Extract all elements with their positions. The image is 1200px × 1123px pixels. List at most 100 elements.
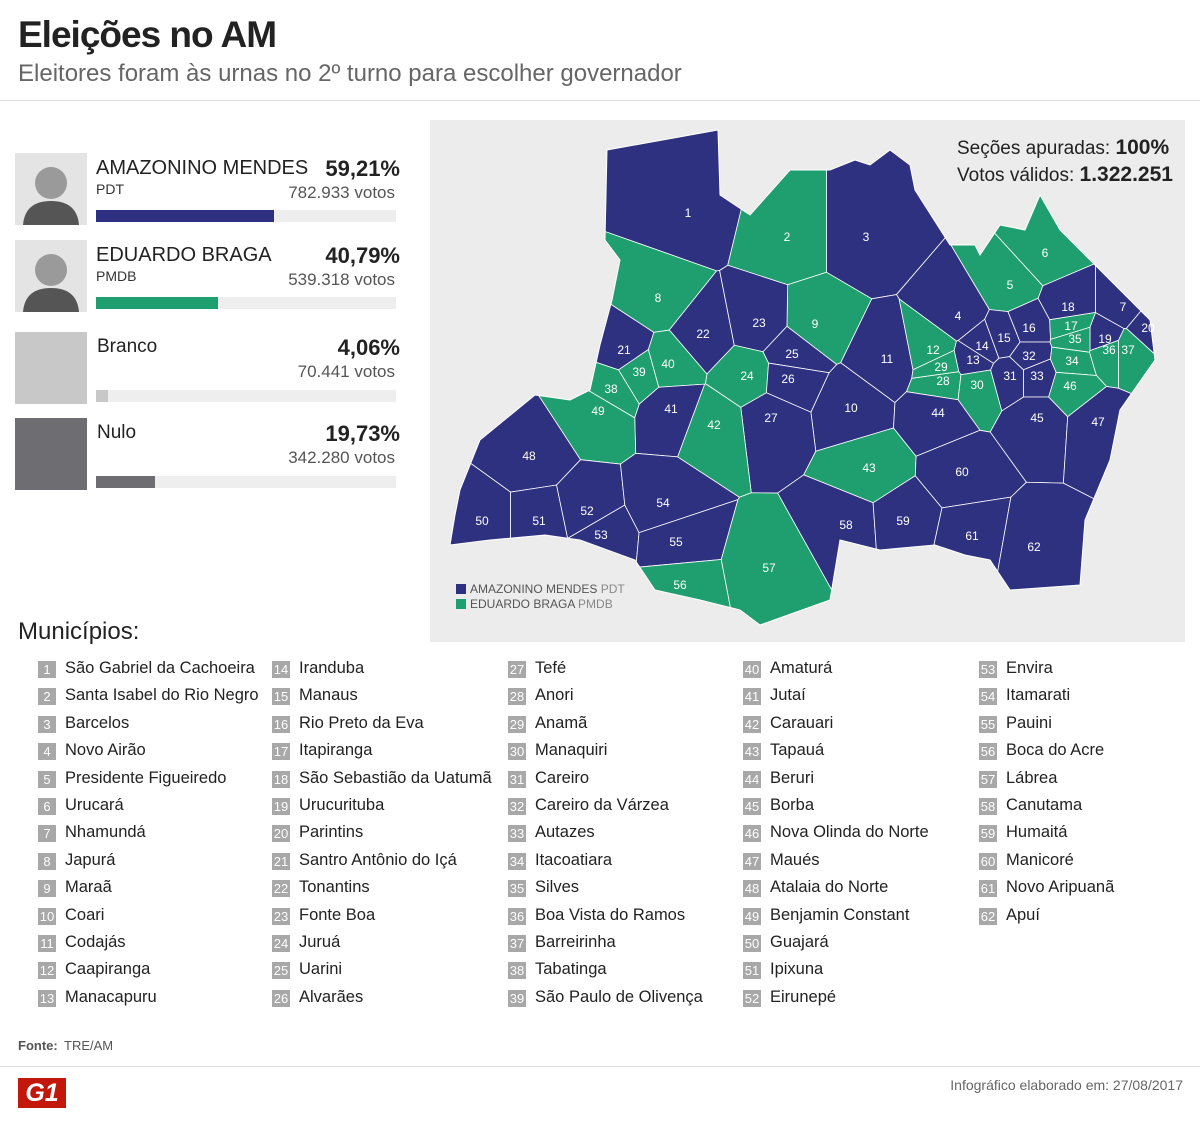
municipality-name: São Paulo de Olivença [535, 987, 703, 1006]
number-badge: 25 [272, 962, 290, 980]
number-badge: 59 [979, 825, 997, 843]
map-label: 42 [707, 418, 721, 432]
map-label: 11 [881, 352, 894, 366]
bar [96, 390, 109, 402]
legend-name: AMAZONINO MENDES [470, 582, 597, 596]
photo-silhouette [23, 167, 79, 225]
municipality-area [984, 481, 1155, 625]
number-badge: 9 [38, 880, 56, 898]
municipality-name: Novo Airão [65, 741, 146, 760]
legend-party: PMDB [578, 597, 613, 611]
number-badge: 23 [272, 907, 290, 925]
map-label: 60 [955, 465, 969, 479]
map-label: 62 [1027, 540, 1041, 554]
map-label: 45 [1030, 411, 1044, 425]
number-badge: 46 [743, 825, 761, 843]
map-label: 9 [812, 317, 819, 331]
vote-swatch [15, 418, 87, 490]
municipality-name: Humaitá [1006, 823, 1068, 842]
map-label: 55 [669, 535, 683, 549]
number-badge: 49 [743, 907, 761, 925]
photo-silhouette [23, 254, 79, 312]
number-badge: 41 [743, 688, 761, 706]
number-badge: 50 [743, 935, 761, 952]
municipality-area [727, 130, 827, 286]
legend-entry: AMAZONINO MENDES PDT [470, 582, 625, 596]
number-badge: 40 [743, 661, 761, 678]
votes: 782.933 votos [288, 183, 395, 202]
number-badge: 7 [38, 825, 56, 843]
number-badge: 4 [38, 743, 56, 761]
number-badge: 1 [38, 661, 56, 678]
municipality-name: Tefé [535, 659, 567, 677]
summary-value: 1.322.251 [1080, 163, 1174, 186]
municipality-name: Itacoatiara [535, 850, 613, 869]
name: EDUARDO BRAGA [96, 244, 272, 266]
map-label: 43 [862, 461, 876, 475]
bar-track [96, 476, 396, 488]
number-badge: 47 [743, 852, 761, 870]
name: AMAZONINO MENDES [96, 157, 309, 179]
summary-line: Votos válidos: 1.322.251 [957, 163, 1173, 186]
map-label: 2 [784, 230, 791, 244]
municipality-name: Nhamundá [65, 823, 146, 842]
municipality-name: Parintins [299, 823, 364, 842]
credit: Infográfico elaborado em: 27/08/2017 [950, 1077, 1183, 1093]
summary-label: Votos válidos: [957, 165, 1074, 186]
number-badge: 14 [272, 661, 290, 678]
source: TRE/AM [64, 1038, 114, 1053]
state-border [449, 129, 1156, 626]
number-badge: 35 [508, 880, 526, 898]
map-label: 14 [975, 339, 989, 353]
municipality-name: Manacapuru [65, 987, 157, 1006]
legend-entry: EDUARDO BRAGA PMDB [470, 597, 613, 611]
map-label: 26 [781, 372, 795, 386]
number-badge: 58 [979, 798, 997, 815]
number-badge: 36 [508, 907, 526, 925]
number-badge: 34 [508, 852, 526, 870]
map-label: 10 [844, 401, 858, 415]
municipality-name: Eirunepé [770, 987, 837, 1006]
map-label: 31 [1003, 369, 1017, 383]
map-label: 12 [926, 343, 940, 357]
map-label: 58 [839, 518, 853, 532]
number-badge: 29 [508, 715, 526, 733]
map-label: 48 [522, 449, 536, 463]
map-label: 22 [696, 327, 710, 341]
map-label: 46 [1063, 379, 1077, 393]
map-label: 3 [863, 230, 870, 244]
bar-track [96, 390, 396, 402]
municipality-name: Maraã [65, 878, 112, 897]
municipality-name: Jutaí [770, 686, 806, 705]
municipality-name: Japurá [65, 850, 116, 869]
municipality-name: Manaquiri [535, 741, 608, 760]
map-label: 53 [594, 528, 608, 542]
number-badge: 21 [272, 852, 290, 870]
number-badge: 61 [979, 880, 997, 898]
number-badge: 24 [272, 935, 290, 952]
municipality-name: São Sebastião da Uatumã [299, 768, 492, 787]
candidate-photo [15, 240, 87, 312]
map-label: 34 [1065, 354, 1079, 368]
number-badge: 17 [272, 743, 290, 761]
municipality-name: Barreirinha [535, 933, 616, 951]
number-badge: 30 [508, 743, 526, 761]
map-label: 47 [1091, 415, 1105, 429]
municipality-name: Canutama [1006, 796, 1083, 814]
number-badge: 3 [38, 715, 56, 733]
map-label: 23 [752, 316, 766, 330]
number-badge: 57 [979, 770, 997, 788]
municipality-name: Carauari [770, 713, 834, 732]
number-badge: 22 [272, 880, 290, 898]
number-badge: 5 [38, 770, 56, 788]
map-label: 37 [1121, 343, 1135, 357]
municipality-area [872, 475, 943, 625]
municipality-name: Boa Vista do Ramos [535, 905, 686, 924]
municipality-name: Tabatinga [535, 960, 607, 979]
municipality-name: Atalaia do Norte [770, 878, 889, 897]
municipality-area [1037, 262, 1096, 321]
municipality-area [911, 349, 960, 379]
subtitle: Eleitores foram às urnas no 2º turno par… [18, 60, 682, 87]
map-label: 41 [664, 402, 678, 416]
map-label: 17 [1064, 319, 1078, 333]
